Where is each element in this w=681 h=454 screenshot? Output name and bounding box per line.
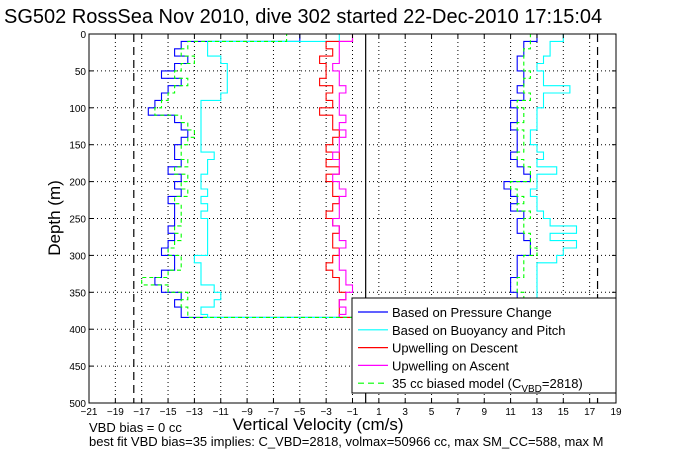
legend-tail: =2818): [542, 376, 583, 391]
legend: Based on Pressure Change Based on Buoyanc…: [351, 297, 617, 395]
x-tick-label: −21: [81, 407, 98, 418]
x-axis-label: Vertical Velocity (cm/s): [233, 415, 404, 434]
y-tick-label: 450: [69, 362, 86, 373]
legend-label: Based on Pressure Change: [392, 305, 552, 320]
x-tick-label: −15: [160, 407, 177, 418]
x-tick-label: 11: [505, 407, 516, 418]
x-tick-label: −9: [241, 407, 253, 418]
x-tick-label: −19: [107, 407, 124, 418]
x-tick-label: 5: [429, 407, 435, 418]
x-tick-label: 7: [455, 407, 461, 418]
x-tick-label: 9: [481, 407, 487, 418]
series-line-ascent: [95, 33, 354, 318]
annotation-vbd-bias: VBD bias = 0 cc: [89, 420, 182, 435]
y-tick-label: 0: [80, 30, 86, 41]
y-tick-label: 300: [69, 251, 86, 262]
y-tick-label: 50: [75, 67, 87, 78]
x-tick-label: −17: [133, 407, 150, 418]
legend-label: Upwelling on Descent: [392, 341, 518, 356]
y-tick-label: 150: [69, 141, 86, 152]
series-line-descent: [95, 33, 353, 318]
x-axis-ticks: −21 −19 −17 −15 −13 −11 −9 −7 −5 −3 −1 1 3 5 7 9 11 13 15 1…: [81, 34, 622, 418]
legend-label: Upwelling on Ascent: [392, 358, 509, 373]
series-plots: [95, 33, 578, 318]
series-line-ascent: [95, 33, 578, 318]
x-tick-label: −13: [186, 407, 203, 418]
x-tick-label: 17: [584, 407, 596, 418]
x-tick-label: −1: [347, 407, 359, 418]
x-tick-label: 19: [610, 407, 622, 418]
y-tick-label: 250: [69, 215, 86, 226]
legend-box: [351, 297, 617, 394]
legend-subscript: VBD: [521, 384, 542, 395]
x-tick-label: 15: [558, 407, 570, 418]
series-line-descent: [95, 33, 353, 318]
annotation-best-fit: best fit VBD bias=35 implies: C_VBD=2818…: [89, 434, 603, 449]
legend-label: Based on Buoyancy and Pitch: [392, 323, 565, 338]
y-tick-label: 350: [69, 288, 86, 299]
x-tick-label: 13: [531, 407, 543, 418]
x-tick-label: −3: [320, 407, 332, 418]
chart-title: SG502 RossSea Nov 2010, dive 302 started…: [4, 6, 602, 28]
y-axis-label: Depth (m): [45, 180, 64, 256]
y-tick-label: 200: [69, 178, 86, 189]
x-tick-label: −5: [294, 407, 306, 418]
y-tick-label: 100: [69, 104, 86, 115]
y-tick-label: 500: [69, 399, 86, 410]
y-tick-label: 400: [69, 325, 86, 336]
x-tick-label: 3: [402, 407, 408, 418]
x-tick-label: −11: [213, 407, 230, 418]
series-line-descent: [95, 33, 353, 318]
x-tick-label: 1: [376, 407, 382, 418]
x-tick-label: −7: [268, 407, 280, 418]
y-axis-ticks: 0 50 100 150 200 250 300 350 400 450 500: [69, 30, 616, 410]
